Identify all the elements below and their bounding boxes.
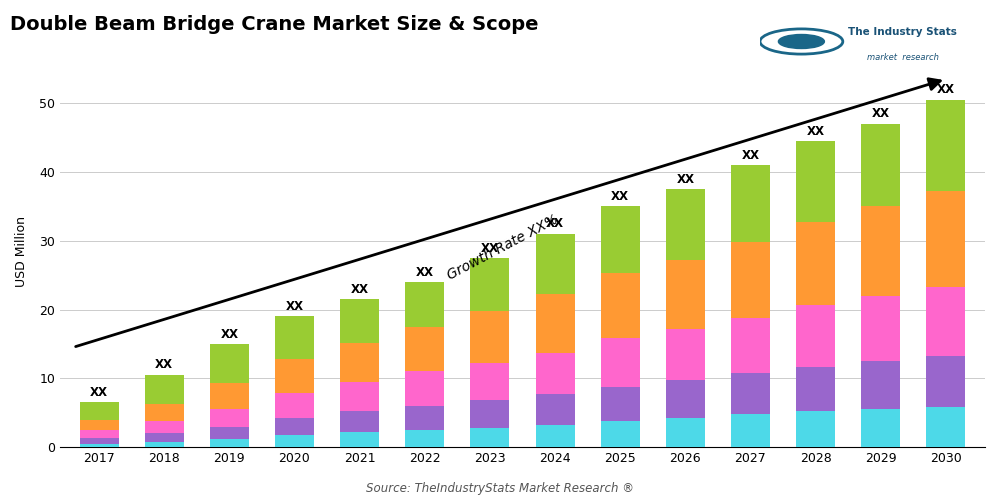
Bar [926, 190, 965, 287]
Text: XX: XX [937, 84, 955, 96]
Bar [405, 372, 444, 406]
Bar [80, 430, 119, 438]
Bar [861, 206, 900, 296]
Bar [926, 407, 965, 447]
Bar [666, 329, 705, 380]
Bar [80, 438, 119, 444]
Text: XX: XX [285, 300, 303, 313]
Bar [666, 189, 705, 260]
Bar [926, 100, 965, 190]
Text: XX: XX [416, 266, 434, 278]
Bar [861, 296, 900, 361]
Text: XX: XX [90, 386, 108, 399]
Bar [470, 258, 509, 311]
Bar [861, 124, 900, 206]
Bar [405, 326, 444, 372]
Bar [80, 402, 119, 419]
Bar [275, 435, 314, 447]
Bar [470, 311, 509, 362]
Bar [210, 383, 249, 409]
Bar [340, 412, 379, 432]
Bar [536, 394, 575, 425]
Bar [926, 356, 965, 407]
Text: market  research: market research [867, 53, 939, 62]
Text: XX: XX [155, 358, 173, 372]
Y-axis label: USD Million: USD Million [15, 216, 28, 286]
Bar [470, 362, 509, 401]
Bar [666, 260, 705, 329]
Bar [601, 386, 640, 421]
Text: Double Beam Bridge Crane Market Size & Scope: Double Beam Bridge Crane Market Size & S… [10, 15, 538, 34]
Bar [210, 344, 249, 383]
Text: Source: TheIndustryStats Market Research ®: Source: TheIndustryStats Market Research… [366, 482, 634, 495]
Bar [340, 382, 379, 412]
Bar [796, 366, 835, 412]
Bar [275, 394, 314, 417]
Text: XX: XX [807, 124, 825, 138]
Bar [731, 318, 770, 373]
Bar [470, 428, 509, 447]
Bar [80, 420, 119, 430]
Bar [796, 304, 835, 366]
Bar [666, 380, 705, 418]
Bar [145, 375, 184, 404]
Bar [796, 141, 835, 222]
Text: XX: XX [611, 190, 629, 203]
Bar [210, 426, 249, 439]
Bar [601, 206, 640, 273]
Text: Growth Rate XX%: Growth Rate XX% [445, 212, 561, 283]
Bar [145, 421, 184, 434]
Bar [601, 273, 640, 338]
Bar [405, 282, 444, 327]
Bar [210, 410, 249, 426]
Bar [666, 418, 705, 447]
Text: XX: XX [220, 328, 238, 340]
Bar [470, 400, 509, 428]
Bar [145, 442, 184, 447]
Bar [536, 353, 575, 394]
Bar [145, 434, 184, 442]
Bar [536, 294, 575, 353]
Bar [601, 338, 640, 386]
Bar [536, 425, 575, 447]
Text: XX: XX [546, 218, 564, 230]
Circle shape [778, 34, 824, 48]
Bar [861, 361, 900, 410]
Bar [731, 373, 770, 414]
Bar [340, 342, 379, 382]
Text: XX: XX [741, 148, 759, 162]
Bar [80, 444, 119, 447]
Bar [536, 234, 575, 294]
Text: XX: XX [676, 172, 694, 186]
Bar [405, 430, 444, 447]
Text: XX: XX [351, 283, 369, 296]
Bar [601, 421, 640, 447]
Bar [405, 406, 444, 430]
Bar [796, 412, 835, 447]
Bar [926, 287, 965, 356]
Bar [731, 414, 770, 447]
Bar [731, 242, 770, 318]
Text: XX: XX [481, 242, 499, 254]
Bar [210, 439, 249, 447]
Bar [145, 404, 184, 421]
Bar [275, 316, 314, 359]
Text: The Industry Stats: The Industry Stats [848, 28, 957, 38]
Bar [796, 222, 835, 304]
Text: XX: XX [872, 108, 890, 120]
Bar [340, 299, 379, 343]
Bar [275, 418, 314, 435]
Bar [731, 165, 770, 242]
Bar [861, 410, 900, 447]
Bar [275, 359, 314, 394]
Bar [340, 432, 379, 447]
